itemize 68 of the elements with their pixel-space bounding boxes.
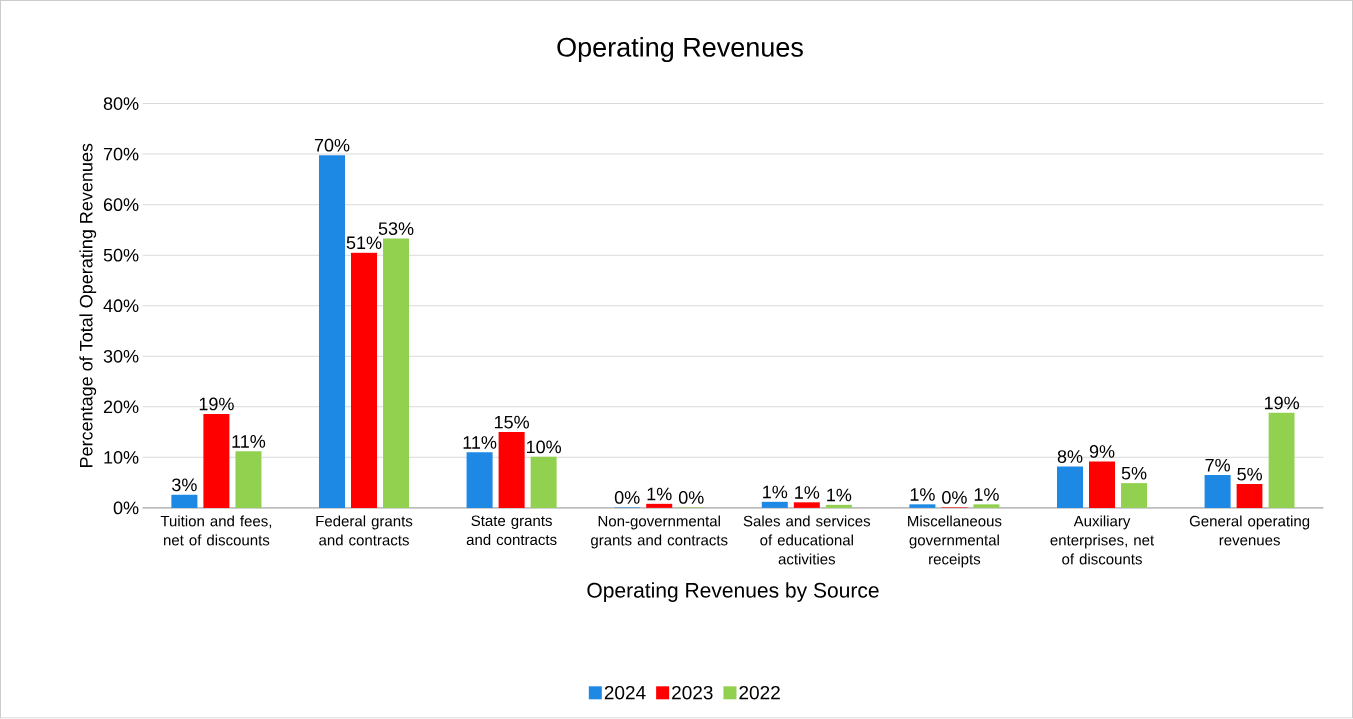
bar bbox=[973, 504, 1000, 509]
y-tick-label: 30% bbox=[103, 350, 139, 363]
bar bbox=[1121, 483, 1148, 509]
data-label: 53% bbox=[378, 222, 414, 236]
data-label: 1% bbox=[827, 488, 852, 502]
bar bbox=[793, 502, 820, 509]
bar bbox=[318, 155, 345, 509]
x-tick-label: State grants and contracts bbox=[466, 515, 557, 546]
bar bbox=[1204, 475, 1231, 509]
data-label: 0% bbox=[678, 491, 704, 505]
bar bbox=[466, 452, 493, 509]
y-tick-label: 0% bbox=[113, 501, 139, 515]
y-tick-label: 10% bbox=[104, 451, 139, 464]
x-tick-label: Non-governmental grants and contracts bbox=[591, 515, 728, 549]
bar bbox=[1056, 466, 1084, 509]
data-label: 19% bbox=[1264, 396, 1300, 410]
data-label: 1% bbox=[763, 485, 788, 499]
bar bbox=[351, 252, 378, 509]
x-tick-label: Federal grants and contracts bbox=[316, 515, 413, 546]
bar bbox=[646, 504, 673, 509]
data-label: 1% bbox=[795, 486, 820, 500]
bar bbox=[1268, 413, 1295, 509]
data-label: 15% bbox=[494, 416, 529, 429]
bar bbox=[825, 505, 852, 509]
bar bbox=[203, 414, 230, 509]
data-label: 9% bbox=[1089, 445, 1115, 459]
bar bbox=[171, 494, 198, 509]
x-tick-label: General operating revenues bbox=[1189, 515, 1310, 546]
data-label: 7% bbox=[1205, 459, 1230, 472]
data-label: 11% bbox=[232, 435, 266, 448]
data-label: 1% bbox=[910, 488, 935, 502]
data-label: 8% bbox=[1057, 450, 1083, 464]
data-label: 5% bbox=[1237, 468, 1262, 481]
y-tick-label: 50% bbox=[103, 249, 139, 262]
data-label: 51% bbox=[346, 236, 382, 250]
x-axis-title: Operating Revenues by Source bbox=[587, 582, 879, 603]
bar bbox=[1089, 461, 1116, 509]
bar bbox=[383, 238, 410, 509]
data-label: 10% bbox=[526, 440, 562, 454]
y-tick-label: 20% bbox=[103, 400, 139, 414]
data-label: 11% bbox=[463, 436, 497, 449]
x-tick-label: Auxiliary enterprises, net of discounts bbox=[1050, 515, 1155, 565]
x-tick-label: Miscellaneous governmental receipts bbox=[908, 515, 1002, 568]
data-label: 5% bbox=[1121, 467, 1147, 480]
data-label: 0% bbox=[942, 491, 967, 505]
legend-label: 2023 bbox=[672, 686, 713, 700]
y-tick-label: 40% bbox=[103, 299, 139, 313]
y-tick-label: 60% bbox=[103, 198, 139, 212]
bar bbox=[498, 432, 525, 509]
y-tick-label: 70% bbox=[103, 147, 139, 161]
x-tick-label: Tuition and fees, net of discounts bbox=[160, 515, 272, 546]
data-label: 3% bbox=[172, 478, 197, 492]
legend-label: 2022 bbox=[739, 686, 780, 700]
data-label: 0% bbox=[614, 491, 640, 505]
x-tick-label: Sales and services of educational activities bbox=[743, 515, 871, 565]
data-label: 1% bbox=[647, 487, 672, 501]
chart-title: Operating Revenues bbox=[557, 37, 803, 63]
bar bbox=[530, 457, 557, 509]
data-label: 1% bbox=[974, 488, 999, 502]
bar bbox=[909, 504, 936, 509]
data-label: 70% bbox=[314, 139, 350, 152]
bar bbox=[761, 502, 788, 509]
data-label: 19% bbox=[199, 397, 234, 411]
y-axis-title: Percentage of Total Operating Revenues bbox=[79, 143, 97, 468]
legend-label: 2024 bbox=[604, 686, 646, 700]
y-tick-label: 80% bbox=[103, 97, 139, 111]
bar bbox=[235, 451, 262, 509]
bar bbox=[1236, 484, 1263, 509]
